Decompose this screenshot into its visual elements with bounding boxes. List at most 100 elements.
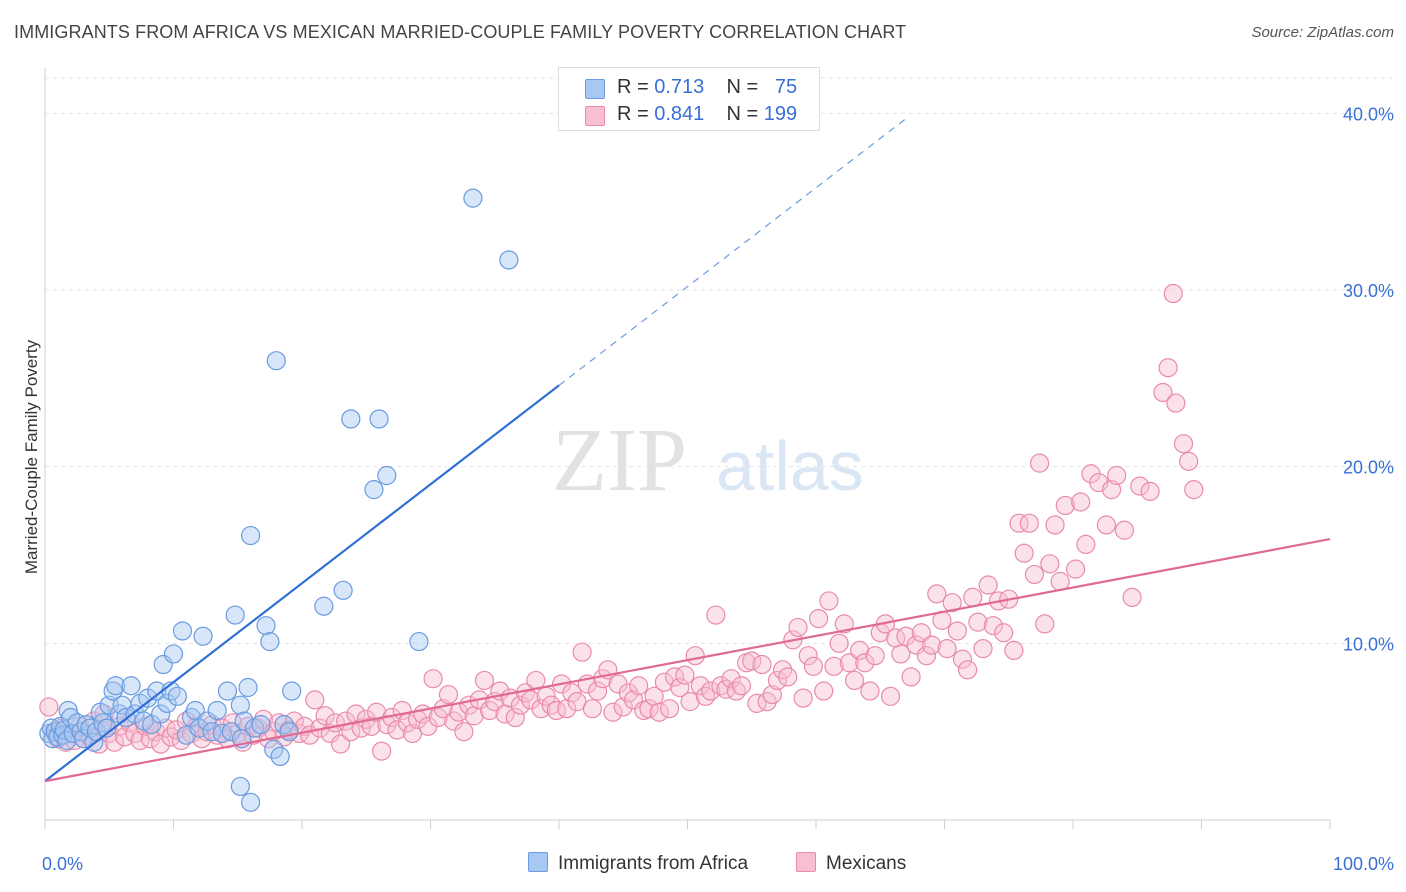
point-mexicans (1014, 543, 1034, 563)
point-africa (463, 188, 483, 208)
point-mexicans (752, 654, 772, 675)
point-mexicans (531, 699, 551, 719)
point-mexicans (675, 665, 695, 685)
point-mexicans (39, 697, 59, 717)
point-africa (97, 718, 117, 738)
point-africa (409, 631, 429, 652)
y-tick-label: 20.0% (1343, 458, 1394, 478)
point-mexicans (1019, 513, 1039, 533)
point-mexicans (454, 722, 474, 742)
point-mexicans (891, 644, 911, 664)
point-mexicans (1179, 451, 1199, 471)
point-africa (172, 621, 193, 641)
point-mexicans (480, 700, 500, 721)
legend-r-label: R = (617, 76, 655, 98)
point-mexicans (695, 686, 716, 706)
point-mexicans (1096, 515, 1117, 535)
point-africa (238, 677, 258, 698)
point-mexicans (973, 639, 993, 659)
point-mexicans (922, 635, 942, 655)
point-africa (377, 465, 397, 486)
point-mexicans (839, 653, 860, 673)
point-mexicans (1130, 476, 1150, 496)
point-africa (217, 681, 238, 701)
point-mexicans (824, 656, 844, 676)
point-mexicans (562, 683, 582, 703)
bottom-legend-swatch-africa (528, 852, 548, 872)
point-mexicans (726, 681, 746, 701)
point-mexicans (968, 612, 988, 632)
legend-n-label: N = (726, 76, 764, 98)
point-mexicans (834, 614, 854, 634)
point-mexicans (572, 642, 592, 662)
point-mexicans (1029, 453, 1050, 473)
point-mexicans (927, 584, 947, 604)
bottom-legend-africa: Immigrants from Africa (528, 852, 748, 875)
point-mexicans (778, 667, 798, 687)
point-mexicans (510, 695, 531, 715)
data-points (39, 188, 1204, 812)
point-africa (333, 580, 353, 600)
bottom-legend-swatch-mexicans (796, 852, 816, 872)
point-africa (314, 596, 334, 616)
point-mexicans (438, 684, 459, 705)
point-africa (193, 626, 213, 646)
point-africa (364, 480, 384, 500)
point-mexicans (654, 672, 674, 692)
point-africa (279, 722, 299, 742)
point-mexicans (994, 623, 1014, 643)
point-mexicans (819, 591, 839, 611)
tick-labels: 10.0% 20.0% 30.0% 40.0% 0.0% 100.0% (42, 104, 1394, 874)
point-africa (270, 746, 290, 767)
point-mexicans (330, 734, 351, 754)
point-mexicans (315, 706, 335, 726)
point-mexicans (742, 651, 762, 671)
point-mexicans (428, 707, 448, 728)
point-africa (121, 676, 141, 696)
y-tick-label: 30.0% (1343, 281, 1394, 301)
point-mexicans (505, 707, 525, 728)
trend-line-africa (44, 384, 560, 783)
point-africa (369, 409, 389, 429)
point-mexicans (942, 593, 962, 613)
point-mexicans (670, 677, 690, 698)
legend-swatch-africa (585, 79, 605, 99)
point-mexicans (1166, 393, 1186, 413)
point-mexicans (731, 676, 752, 696)
y-axis-label: Married-Couple Family Poverty (22, 339, 41, 574)
point-mexicans (762, 684, 782, 705)
point-africa (163, 644, 184, 664)
point-africa (151, 704, 171, 724)
point-mexicans (649, 702, 669, 722)
point-mexicans (788, 617, 808, 638)
point-mexicans (1065, 559, 1086, 579)
point-mexicans (1107, 465, 1127, 486)
point-mexicans (685, 646, 705, 666)
point-mexicans (587, 681, 608, 701)
point-mexicans (952, 649, 973, 669)
point-mexicans (690, 676, 710, 696)
point-mexicans (639, 699, 659, 719)
point-mexicans (680, 692, 700, 712)
point-africa (499, 250, 519, 270)
point-mexicans (305, 690, 325, 710)
point-africa (93, 713, 113, 733)
point-mexicans (361, 716, 381, 736)
point-mexicans (387, 720, 407, 740)
point-africa (241, 792, 261, 812)
x-tick-label: 0.0% (42, 854, 83, 874)
point-mexicans (1071, 492, 1091, 512)
point-mexicans (798, 646, 818, 666)
point-mexicans (860, 681, 880, 701)
point-mexicans (901, 667, 921, 687)
point-mexicans (767, 670, 788, 691)
trend-lines (44, 118, 1331, 783)
point-mexicans (880, 686, 901, 706)
point-mexicans (814, 681, 834, 701)
point-mexicans (582, 699, 603, 719)
point-mexicans (629, 676, 649, 696)
point-mexicans (1040, 554, 1060, 574)
point-mexicans (603, 702, 623, 722)
point-mexicans (115, 727, 135, 747)
